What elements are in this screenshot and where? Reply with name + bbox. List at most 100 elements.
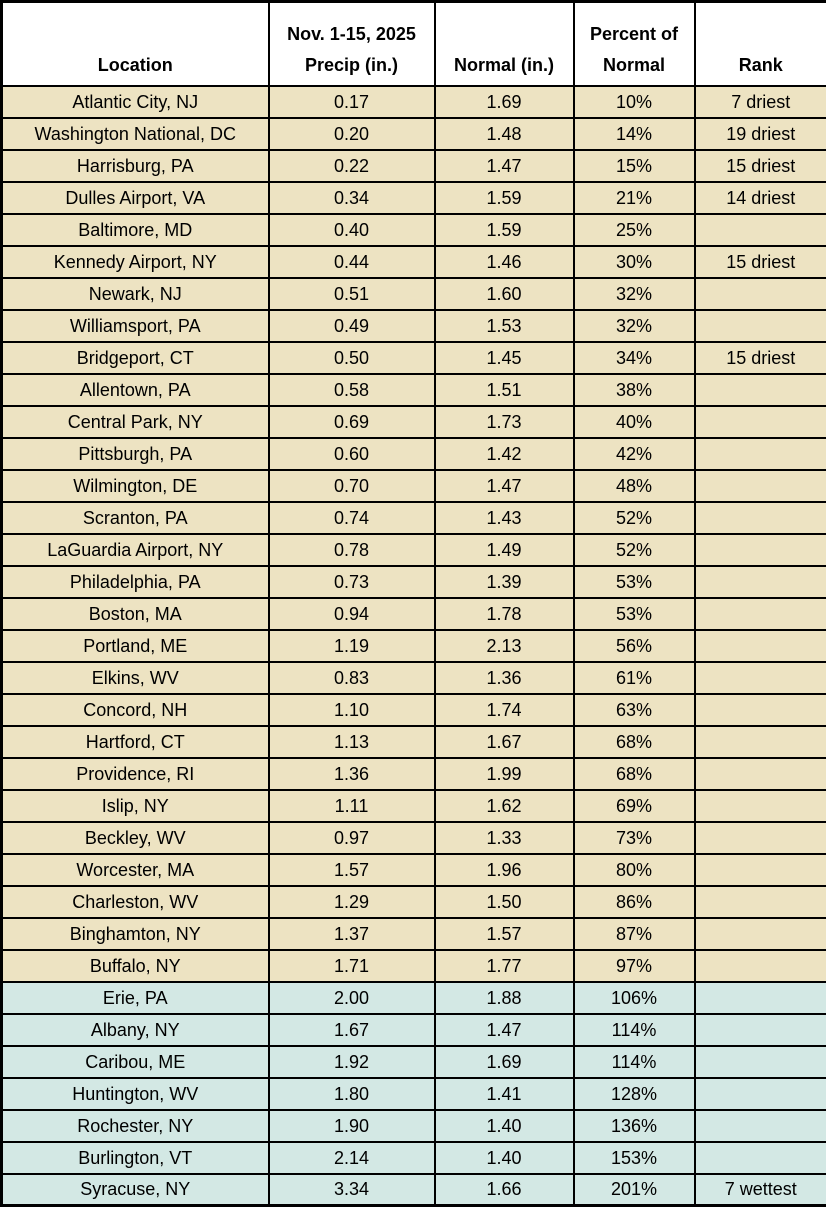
location-cell: Charleston, WV	[2, 886, 269, 918]
location-cell: Philadelphia, PA	[2, 566, 269, 598]
location-cell: Albany, NY	[2, 1014, 269, 1046]
location-cell: Rochester, NY	[2, 1110, 269, 1142]
rank-cell	[695, 214, 826, 246]
precip-cell: 1.29	[269, 886, 435, 918]
precip-cell: 1.19	[269, 630, 435, 662]
percent-cell: 114%	[574, 1046, 695, 1078]
percent-cell: 128%	[574, 1078, 695, 1110]
precip-cell: 0.40	[269, 214, 435, 246]
percent-cell: 10%	[574, 86, 695, 118]
normal-cell: 1.78	[435, 598, 574, 630]
rank-cell	[695, 1142, 826, 1174]
location-cell: Harrisburg, PA	[2, 150, 269, 182]
percent-cell: 136%	[574, 1110, 695, 1142]
col-header-line: Normal (in.)	[436, 50, 573, 81]
percent-cell: 48%	[574, 470, 695, 502]
normal-cell: 1.77	[435, 950, 574, 982]
normal-cell: 1.59	[435, 214, 574, 246]
percent-cell: 80%	[574, 854, 695, 886]
normal-cell: 1.50	[435, 886, 574, 918]
percent-cell: 201%	[574, 1174, 695, 1206]
location-cell: Dulles Airport, VA	[2, 182, 269, 214]
normal-cell: 1.47	[435, 470, 574, 502]
precip-cell: 1.71	[269, 950, 435, 982]
percent-cell: 56%	[574, 630, 695, 662]
percent-cell: 153%	[574, 1142, 695, 1174]
rank-cell: 14 driest	[695, 182, 826, 214]
location-cell: LaGuardia Airport, NY	[2, 534, 269, 566]
location-cell: Bridgeport, CT	[2, 342, 269, 374]
normal-cell: 1.42	[435, 438, 574, 470]
location-cell: Erie, PA	[2, 982, 269, 1014]
percent-cell: 34%	[574, 342, 695, 374]
percent-cell: 52%	[574, 534, 695, 566]
percent-cell: 61%	[574, 662, 695, 694]
location-cell: Washington National, DC	[2, 118, 269, 150]
location-cell: Islip, NY	[2, 790, 269, 822]
location-cell: Binghamton, NY	[2, 918, 269, 950]
precip-cell: 0.97	[269, 822, 435, 854]
normal-cell: 1.69	[435, 1046, 574, 1078]
precip-cell: 0.51	[269, 278, 435, 310]
col-header-percent-of-normal: Percent of Normal	[574, 2, 695, 86]
normal-cell: 1.43	[435, 502, 574, 534]
rank-cell	[695, 790, 826, 822]
percent-cell: 32%	[574, 310, 695, 342]
percent-cell: 15%	[574, 150, 695, 182]
rank-cell	[695, 694, 826, 726]
location-cell: Hartford, CT	[2, 726, 269, 758]
location-cell: Williamsport, PA	[2, 310, 269, 342]
col-header-rank: Rank	[695, 2, 826, 86]
percent-cell: 38%	[574, 374, 695, 406]
rank-cell	[695, 1046, 826, 1078]
precip-cell: 0.17	[269, 86, 435, 118]
rank-cell	[695, 534, 826, 566]
precip-cell: 3.34	[269, 1174, 435, 1206]
location-cell: Newark, NJ	[2, 278, 269, 310]
rank-cell	[695, 1110, 826, 1142]
location-cell: Baltimore, MD	[2, 214, 269, 246]
precip-cell: 0.60	[269, 438, 435, 470]
location-cell: Central Park, NY	[2, 406, 269, 438]
normal-cell: 1.45	[435, 342, 574, 374]
percent-cell: 52%	[574, 502, 695, 534]
normal-cell: 1.47	[435, 1014, 574, 1046]
normal-cell: 1.59	[435, 182, 574, 214]
rank-cell	[695, 406, 826, 438]
rank-cell	[695, 438, 826, 470]
precip-cell: 1.10	[269, 694, 435, 726]
normal-cell: 1.47	[435, 150, 574, 182]
precip-cell: 0.78	[269, 534, 435, 566]
location-cell: Boston, MA	[2, 598, 269, 630]
percent-cell: 42%	[574, 438, 695, 470]
normal-cell: 1.40	[435, 1142, 574, 1174]
location-cell: Kennedy Airport, NY	[2, 246, 269, 278]
rank-cell	[695, 982, 826, 1014]
rank-cell	[695, 470, 826, 502]
precip-cell: 1.90	[269, 1110, 435, 1142]
col-header-normal: Normal (in.)	[435, 2, 574, 86]
percent-cell: 73%	[574, 822, 695, 854]
rank-cell	[695, 854, 826, 886]
precip-cell: 0.94	[269, 598, 435, 630]
location-cell: Portland, ME	[2, 630, 269, 662]
rank-cell	[695, 374, 826, 406]
rank-cell	[695, 310, 826, 342]
location-cell: Huntington, WV	[2, 1078, 269, 1110]
